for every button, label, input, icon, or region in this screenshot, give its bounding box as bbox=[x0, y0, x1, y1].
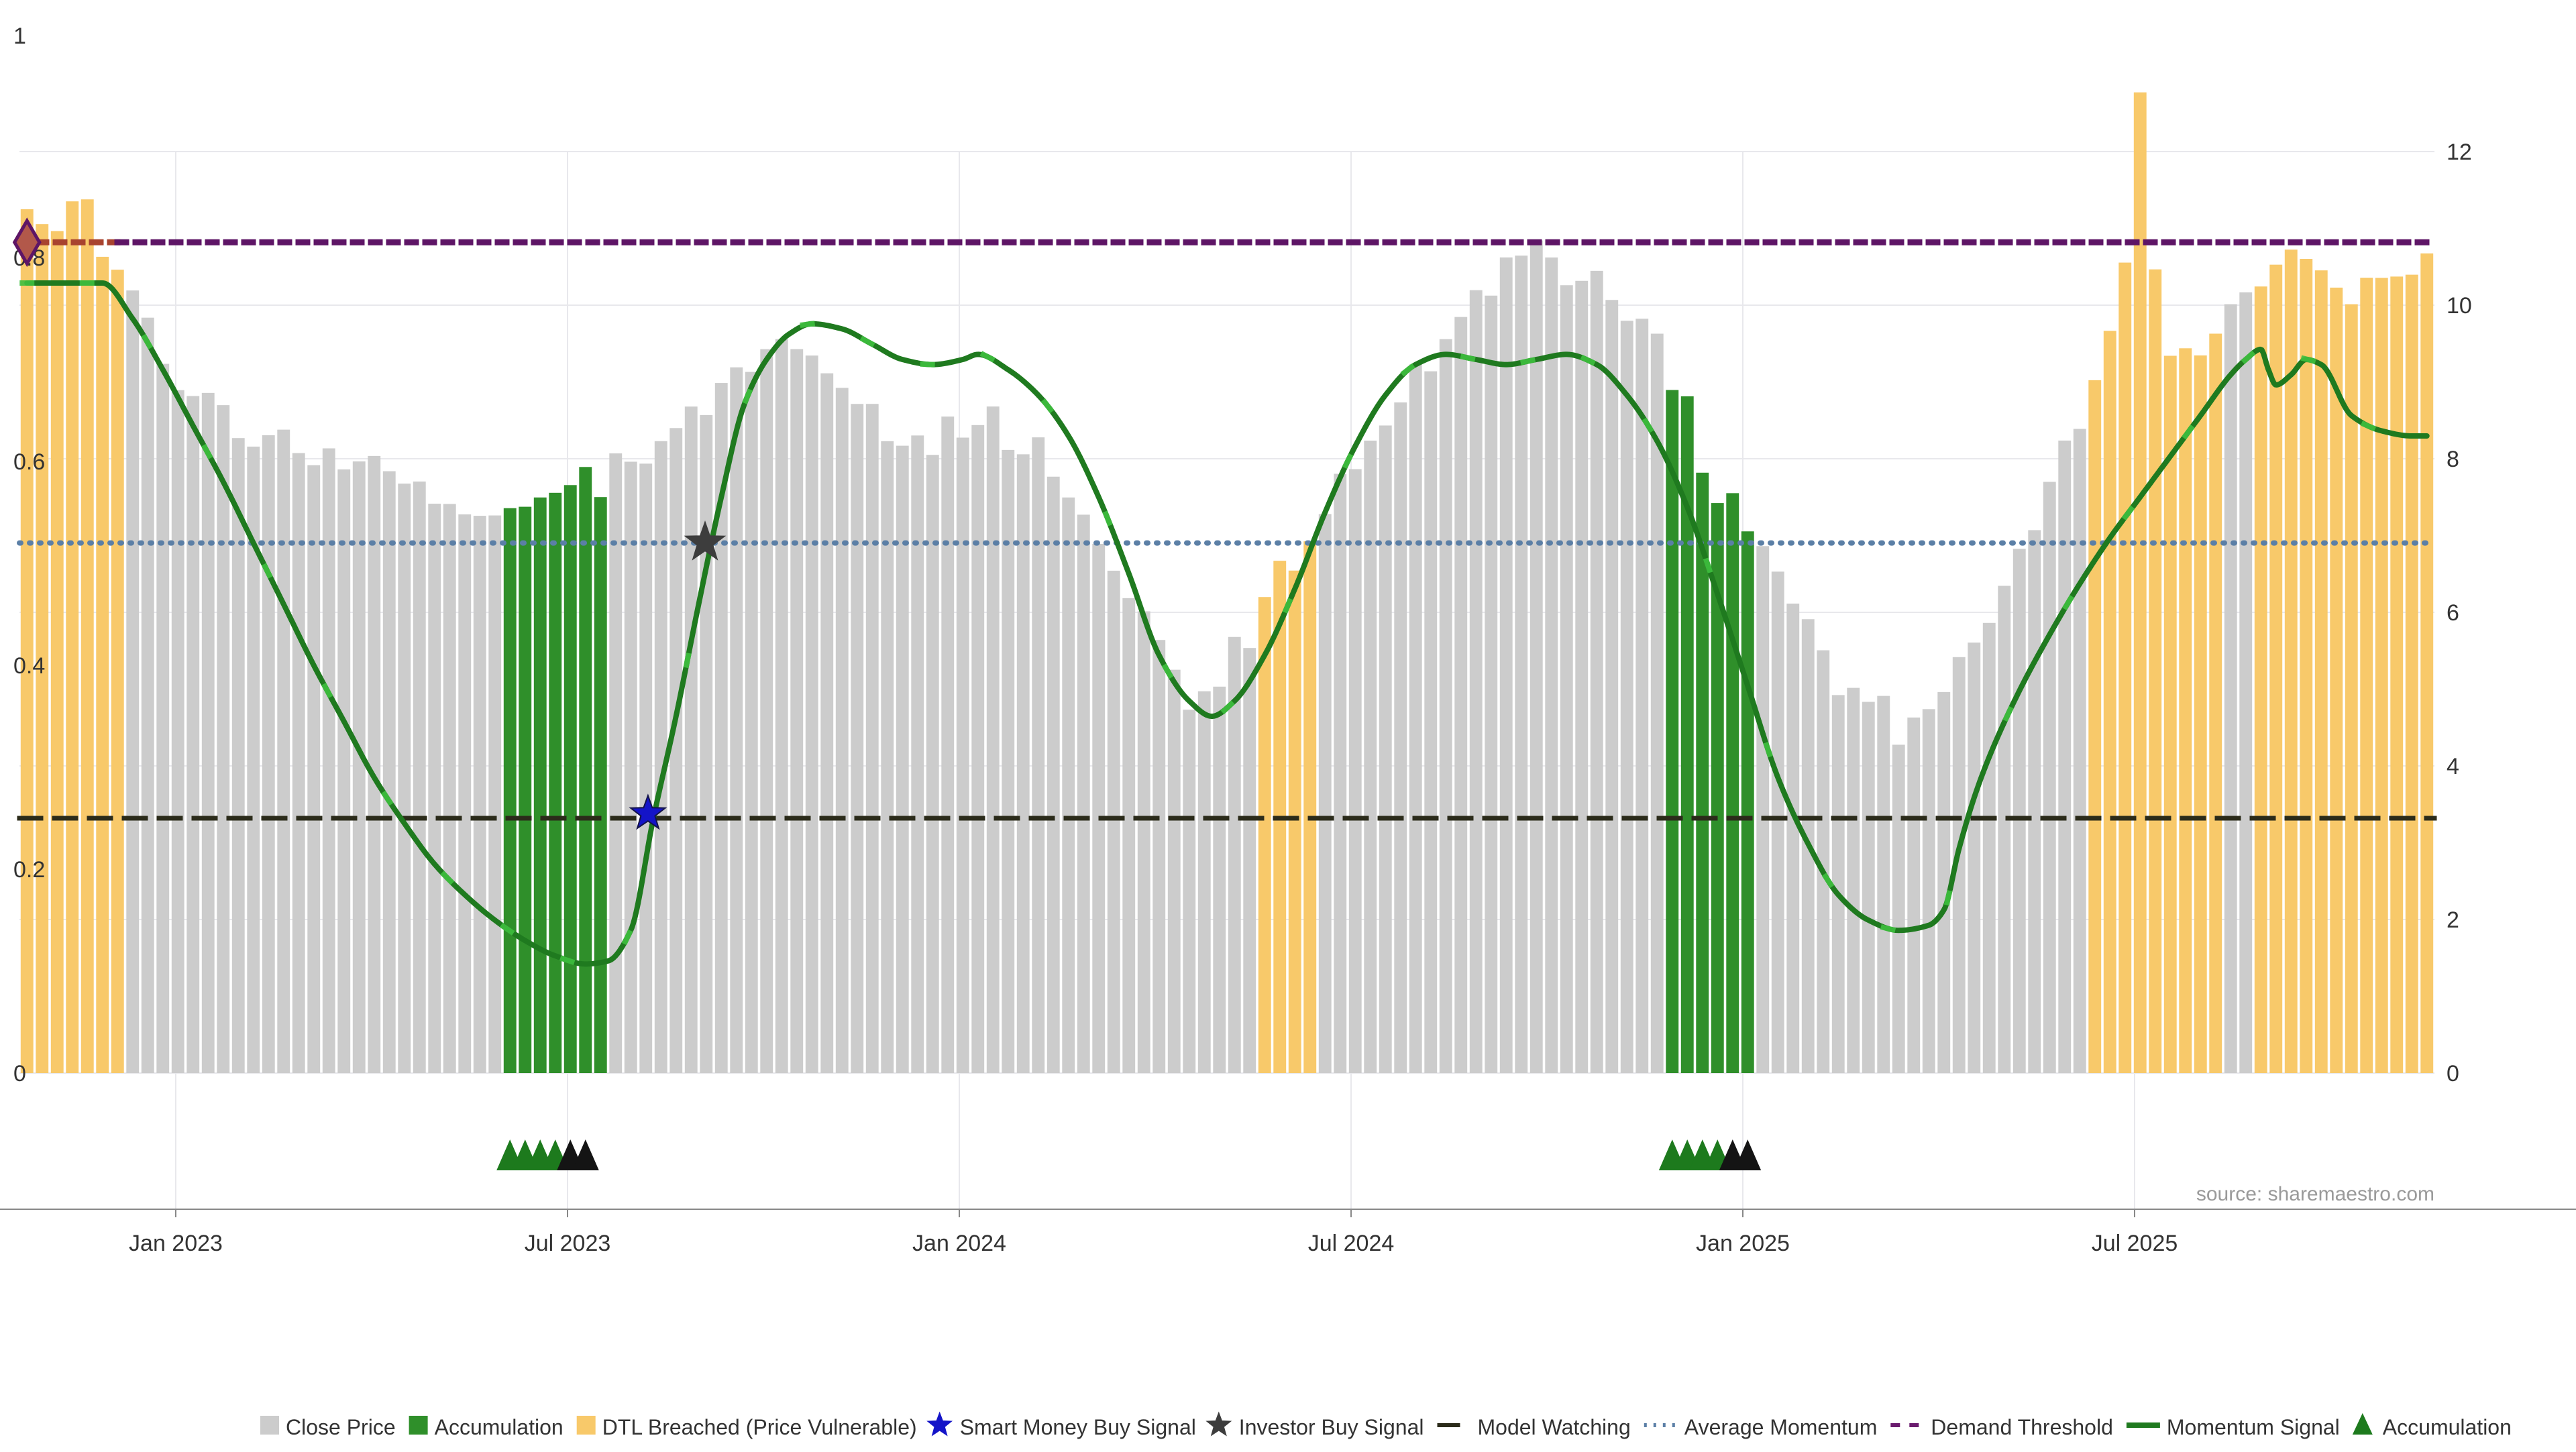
svg-text:0.2: 0.2 bbox=[13, 857, 45, 883]
svg-text:Jul 2024: Jul 2024 bbox=[1308, 1231, 1395, 1256]
svg-text:Accumulation: Accumulation bbox=[435, 1415, 564, 1439]
svg-text:Investor Buy Signal: Investor Buy Signal bbox=[1239, 1415, 1424, 1439]
svg-text:Jan 2025: Jan 2025 bbox=[1696, 1231, 1790, 1256]
svg-text:Smart Money Buy Signal: Smart Money Buy Signal bbox=[960, 1415, 1196, 1439]
svg-text:Model Watching: Model Watching bbox=[1478, 1415, 1631, 1439]
svg-text:10: 10 bbox=[2447, 293, 2472, 319]
svg-text:0: 0 bbox=[2447, 1061, 2459, 1086]
svg-text:Average Momentum: Average Momentum bbox=[1684, 1415, 1878, 1439]
svg-text:Jul 2025: Jul 2025 bbox=[2092, 1231, 2178, 1256]
svg-text:Accumulation: Accumulation bbox=[2383, 1415, 2512, 1439]
svg-text:2: 2 bbox=[2447, 907, 2459, 933]
svg-text:Demand Threshold: Demand Threshold bbox=[1931, 1415, 2113, 1439]
svg-text:Jan 2023: Jan 2023 bbox=[129, 1231, 223, 1256]
svg-text:8: 8 bbox=[2447, 447, 2459, 472]
svg-text:4: 4 bbox=[2447, 754, 2459, 779]
svg-text:0: 0 bbox=[13, 1061, 26, 1086]
svg-text:Momentum Signal: Momentum Signal bbox=[2167, 1415, 2340, 1439]
svg-text:source: sharemaestro.com: source: sharemaestro.com bbox=[2196, 1183, 2434, 1205]
svg-text:Jan 2024: Jan 2024 bbox=[912, 1231, 1006, 1256]
svg-text:1: 1 bbox=[13, 23, 26, 49]
svg-text:0.4: 0.4 bbox=[13, 653, 45, 679]
svg-text:0.6: 0.6 bbox=[13, 449, 45, 475]
svg-text:12: 12 bbox=[2447, 139, 2472, 165]
svg-text:6: 6 bbox=[2447, 600, 2459, 626]
svg-text:Jul 2023: Jul 2023 bbox=[525, 1231, 611, 1256]
svg-text:Close Price: Close Price bbox=[286, 1415, 396, 1439]
svg-text:DTL Breached (Price Vulnerable: DTL Breached (Price Vulnerable) bbox=[602, 1415, 917, 1439]
